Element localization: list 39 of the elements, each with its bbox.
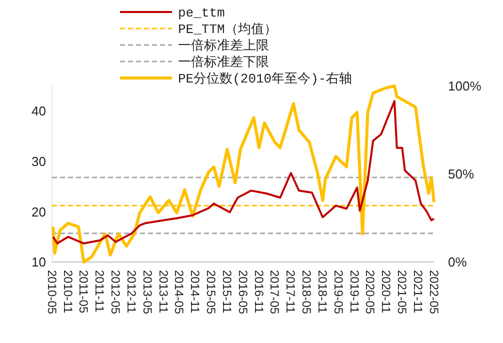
x-tick-label: 2019-11 bbox=[347, 270, 362, 314]
y-tick-label: 20 bbox=[32, 204, 46, 220]
x-tick-label: 2010-11 bbox=[60, 270, 75, 314]
x-tick-label: 2013-11 bbox=[156, 270, 170, 314]
x-tick-label: 2021-05 bbox=[394, 270, 409, 314]
x-tick-label: 2015-11 bbox=[220, 270, 234, 314]
legend-label: 一倍标准差上限 bbox=[178, 38, 269, 54]
x-tick-label: 2015-05 bbox=[204, 270, 218, 314]
x-tick-label: 2014-05 bbox=[172, 270, 186, 314]
x-tick-label: 2020-05 bbox=[363, 270, 378, 314]
x-tick-label: 2018-05 bbox=[299, 270, 314, 314]
line-series bbox=[52, 84, 436, 264]
y2-tick-label: 0% bbox=[448, 254, 468, 270]
legend-label: PE分位数(2010年至今)-右轴 bbox=[178, 72, 352, 87]
x-tick-label: 2012-11 bbox=[124, 270, 139, 314]
x-tick-label: 2020-11 bbox=[379, 270, 394, 314]
x-tick-label: 2013-05 bbox=[140, 270, 154, 314]
x-tick-label: 2017-11 bbox=[284, 270, 298, 314]
legend-label: 一倍标准差下限 bbox=[178, 55, 269, 70]
y-tick-label: 40 bbox=[32, 104, 46, 119]
x-tick-label: 2021-11 bbox=[411, 270, 426, 314]
x-tick-label: 2014-11 bbox=[188, 270, 202, 314]
line-series bbox=[52, 100, 435, 244]
x-tick-label: 2018-11 bbox=[316, 270, 330, 314]
y-tick-label: 30 bbox=[32, 154, 46, 169]
x-tick-label: 2019-05 bbox=[331, 270, 346, 314]
y2-tick-label: 100% bbox=[448, 78, 482, 94]
x-tick-label: 2016-11 bbox=[252, 270, 266, 314]
x-tick-label: 2010-05 bbox=[44, 270, 59, 314]
x-tick-label: 2016-05 bbox=[236, 270, 250, 314]
x-tick-label: 2022-05 bbox=[426, 270, 441, 314]
y-tick-label: 10 bbox=[32, 254, 46, 270]
legend-label: pe_ttm bbox=[178, 6, 226, 21]
x-tick-label: 2017-05 bbox=[268, 270, 282, 314]
legend-label: PE_TTM（均值） bbox=[178, 22, 277, 38]
x-tick-label: 2012-05 bbox=[108, 270, 123, 314]
y2-tick-label: 50% bbox=[448, 166, 474, 182]
x-tick-label: 2011-05 bbox=[76, 270, 91, 314]
x-tick-label: 2011-11 bbox=[92, 270, 107, 313]
